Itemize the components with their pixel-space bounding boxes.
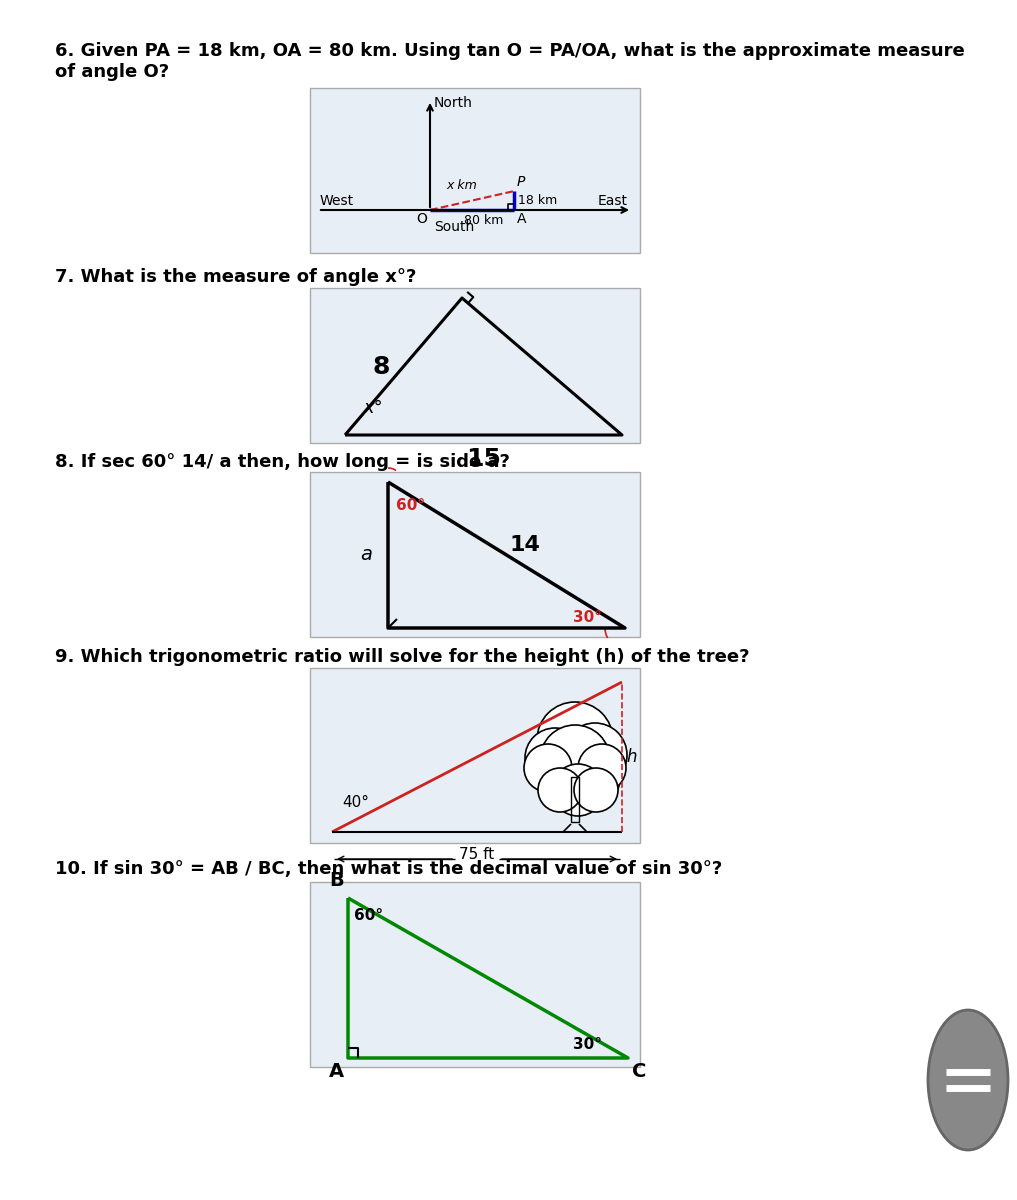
Text: 60°: 60° (354, 908, 383, 923)
Text: of angle O?: of angle O? (55, 62, 169, 80)
Text: 14: 14 (510, 535, 540, 554)
Circle shape (537, 702, 613, 778)
Circle shape (525, 728, 585, 788)
Text: 7. What is the measure of angle x°?: 7. What is the measure of angle x°? (55, 268, 416, 286)
Text: 15: 15 (466, 446, 501, 470)
Circle shape (563, 722, 627, 787)
Text: South: South (434, 220, 474, 234)
Text: x°: x° (363, 398, 382, 416)
Circle shape (552, 764, 604, 816)
Circle shape (524, 744, 572, 792)
Text: 8. If sec 60° 14/ a then, how long = is side a?: 8. If sec 60° 14/ a then, how long = is … (55, 452, 510, 470)
Text: 6. Given PA = 18 km, OA = 80 km. Using tan O = PA/OA, what is the approximate me: 6. Given PA = 18 km, OA = 80 km. Using t… (55, 42, 965, 60)
Bar (310, 288, 640, 443)
Text: 18 km: 18 km (518, 194, 557, 208)
Text: 75 ft: 75 ft (460, 847, 494, 862)
Bar (310, 882, 640, 1067)
Text: x km: x km (446, 179, 477, 192)
Text: A: A (328, 1062, 344, 1081)
Text: 40°: 40° (342, 794, 369, 810)
Text: 9. Which trigonometric ratio will solve for the height (h) of the tree?: 9. Which trigonometric ratio will solve … (55, 648, 750, 666)
Text: 80 km: 80 km (464, 214, 503, 227)
Circle shape (578, 744, 626, 792)
Circle shape (560, 748, 620, 808)
Text: O: O (416, 212, 427, 226)
Circle shape (537, 746, 593, 803)
Ellipse shape (928, 1010, 1008, 1150)
Text: P: P (517, 175, 526, 190)
Circle shape (538, 768, 582, 812)
Text: 60°: 60° (396, 498, 425, 514)
Text: a: a (360, 546, 372, 564)
Text: 8: 8 (373, 354, 391, 378)
Text: C: C (632, 1062, 647, 1081)
Bar (310, 668, 640, 842)
Text: A: A (517, 212, 527, 226)
Text: East: East (598, 194, 629, 208)
Circle shape (540, 725, 610, 794)
Text: North: North (434, 96, 473, 110)
Circle shape (574, 768, 618, 812)
Text: 30°: 30° (573, 1037, 602, 1052)
Bar (310, 88, 640, 253)
Text: 30°: 30° (573, 610, 602, 625)
Text: B: B (330, 871, 344, 890)
Text: West: West (320, 194, 354, 208)
Text: 10. If sin 30° = AB / BC, then what is the decimal value of sin 30°?: 10. If sin 30° = AB / BC, then what is t… (55, 860, 722, 878)
Text: h: h (626, 748, 637, 766)
Bar (310, 472, 640, 637)
